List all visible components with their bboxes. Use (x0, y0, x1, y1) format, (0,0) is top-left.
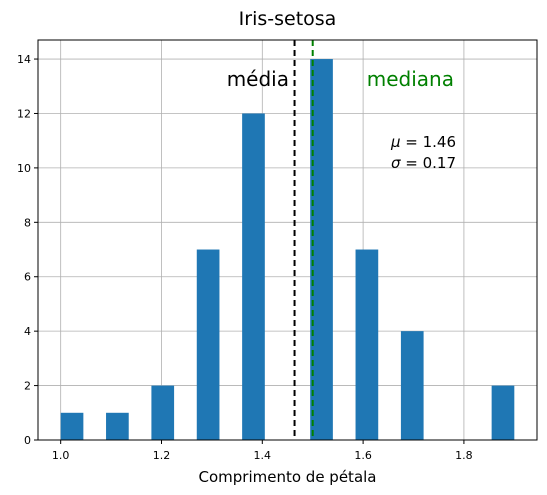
mu-equals: = (400, 133, 422, 151)
grid-lines (38, 40, 537, 441)
mean-label: média (227, 67, 289, 91)
x-axis-label: Comprimento de pétala (199, 468, 377, 486)
x-tick-label: 1.8 (455, 449, 473, 462)
y-tick-label: 6 (24, 271, 31, 284)
histogram-bar (60, 412, 84, 440)
x-tick-label: 1.4 (254, 449, 272, 462)
mu-symbol: μ (390, 133, 401, 151)
histogram-bar (310, 59, 333, 441)
y-tick-label: 4 (24, 325, 31, 338)
y-axis-ticks: 0 2 4 6 8 10 12 14 (17, 53, 38, 447)
reference-lines (293, 40, 314, 440)
y-tick-label: 0 (24, 434, 31, 447)
histogram-bar (151, 385, 175, 440)
mean-stat-text: μ = 1.46 (390, 133, 456, 151)
sigma-value: 0.17 (423, 154, 456, 172)
median-label: mediana (367, 67, 454, 91)
histogram-bar (400, 331, 424, 440)
std-stat-text: σ = 0.17 (391, 154, 456, 172)
histogram-bar (355, 249, 379, 440)
x-tick-label: 1.0 (52, 449, 70, 462)
sigma-symbol: σ (391, 154, 401, 172)
x-tick-label: 1.2 (153, 449, 171, 462)
x-axis-ticks: 1.0 1.2 1.4 1.6 1.8 (52, 440, 473, 462)
y-tick-label: 2 (24, 380, 31, 393)
y-tick-label: 8 (24, 216, 31, 229)
sigma-equals: = (400, 154, 422, 172)
histogram-bar (106, 412, 129, 440)
histogram-bar (242, 113, 265, 440)
chart-title: Iris-setosa (239, 8, 337, 30)
x-tick-label: 1.6 (354, 449, 372, 462)
histogram-bars (60, 59, 515, 441)
mu-value: 1.46 (423, 133, 456, 151)
histogram-bar (491, 385, 515, 440)
y-tick-label: 14 (17, 53, 31, 66)
y-tick-label: 10 (17, 162, 31, 175)
histogram-bar (196, 249, 220, 440)
plot-frame (37, 39, 538, 441)
y-tick-label: 12 (17, 107, 31, 120)
